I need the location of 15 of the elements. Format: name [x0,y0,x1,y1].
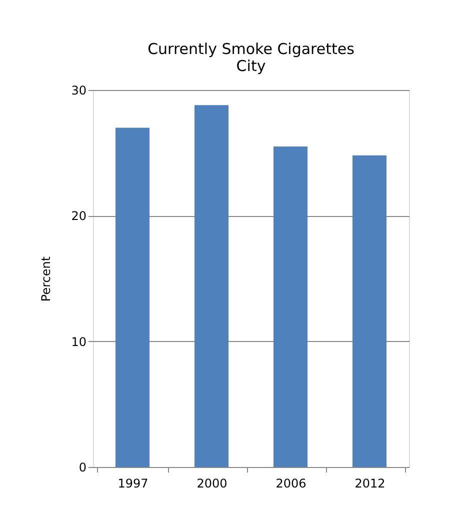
bar [352,155,386,467]
y-tick-label: 30 [71,84,86,98]
y-tick-label: 0 [78,460,86,474]
bar [116,128,150,467]
x-tick-label: 2006 [276,476,306,490]
bar [274,146,308,467]
y-axis-title: Percent [39,256,54,302]
x-tick-label: 2000 [196,476,228,490]
text: City [236,57,266,75]
y-tick-label: 10 [71,334,86,349]
x-tick-label: 2012 [354,476,386,490]
text: Currently Smoke Cigarettes [148,40,354,58]
x-tick-label: 1997 [118,476,148,490]
bar [194,105,228,467]
y-tick-label: 20 [71,209,86,224]
